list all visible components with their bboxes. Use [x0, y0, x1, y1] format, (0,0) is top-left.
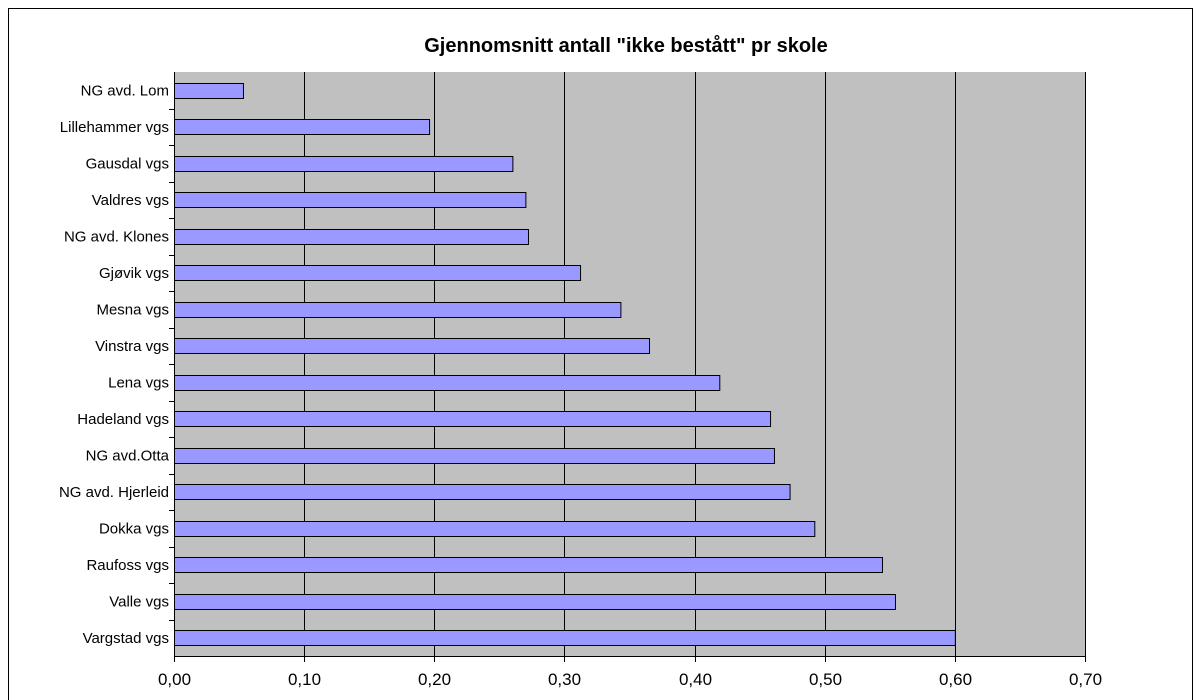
category-label: Valdres vgs: [92, 192, 169, 209]
category-label: Raufoss vgs: [86, 557, 169, 574]
bar: [174, 302, 622, 318]
bar: [174, 557, 883, 573]
category-label: NG avd. Hjerleid: [59, 484, 169, 501]
category-label: NG avd. Lom: [81, 82, 169, 99]
x-tick-label: 0,40: [679, 670, 712, 689]
bar: [174, 156, 514, 172]
x-tick-label: 0,00: [158, 670, 191, 689]
x-tick-label: 0,30: [548, 670, 581, 689]
x-tick-label: 0,20: [418, 670, 451, 689]
category-label: Lillehammer vgs: [60, 119, 169, 136]
bars: [174, 83, 956, 646]
category-label: Gjøvik vgs: [99, 265, 169, 282]
bar: [174, 192, 527, 208]
chart-title: Gjennomsnitt antall "ikke bestått" pr sk…: [424, 34, 828, 57]
bar: [174, 448, 775, 464]
bar: [174, 375, 721, 391]
bar: [174, 119, 431, 135]
category-label: Vinstra vgs: [95, 338, 169, 355]
bar: [174, 229, 529, 245]
bar: [174, 484, 791, 500]
axes: [169, 72, 1086, 662]
x-tick-label: 0,50: [809, 670, 842, 689]
category-label: Mesna vgs: [96, 301, 169, 318]
bar: [174, 411, 772, 427]
x-tick-label: 0,60: [939, 670, 972, 689]
x-tick-labels: 0,00 0,10 0,20 0,30 0,40 0,50 0,60 0,70: [158, 670, 1102, 689]
bar: [174, 83, 244, 99]
category-label: Dokka vgs: [99, 520, 169, 537]
category-label: Vargstad vgs: [83, 630, 169, 647]
category-label: Lena vgs: [108, 374, 169, 391]
bar: [174, 521, 816, 537]
bar: [174, 594, 896, 610]
category-label: Valle vgs: [109, 593, 169, 610]
bar: [174, 338, 651, 354]
category-label: Gausdal vgs: [86, 155, 169, 172]
x-tick-label: 0,70: [1069, 670, 1102, 689]
category-label: NG avd. Klones: [64, 228, 169, 245]
category-label: NG avd.Otta: [86, 447, 170, 464]
category-labels: NG avd. Lom Lillehammer vgs Gausdal vgs Val…: [59, 82, 170, 647]
bar: [174, 265, 582, 281]
bar: [174, 630, 956, 646]
category-label: Hadeland vgs: [77, 411, 169, 428]
x-tick-label: 0,10: [288, 670, 321, 689]
